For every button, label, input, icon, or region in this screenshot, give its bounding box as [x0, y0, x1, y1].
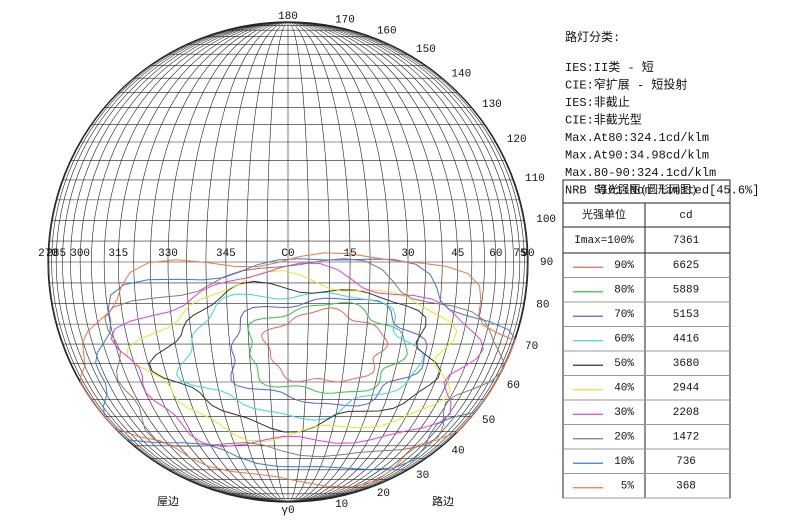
- c-label: 345: [216, 248, 236, 260]
- gamma-label: 150: [416, 44, 436, 56]
- info-line: IES:II类 - 短: [565, 60, 654, 75]
- gamma-label: 90: [540, 257, 553, 269]
- table-cell: 90%: [614, 260, 634, 272]
- c-label: 45: [451, 248, 464, 260]
- info-line: Max.At90:34.98cd/klm: [565, 149, 709, 163]
- table-cell: 60%: [614, 334, 634, 346]
- info-line: CIE:非截光型: [565, 113, 642, 128]
- c-label: 30: [401, 248, 414, 260]
- bottom-label: 屋边: [157, 495, 179, 509]
- grid: [47, 21, 529, 503]
- c-label: 285: [46, 248, 66, 260]
- isocandela-line: [80, 252, 516, 488]
- table-cell: 6625: [673, 260, 699, 272]
- gamma-label: 80: [536, 300, 549, 312]
- c-label: 60: [489, 248, 502, 260]
- info-line: Max.At80:324.1cd/klm: [565, 131, 709, 145]
- table-cell: 30%: [614, 407, 634, 419]
- table-cell: Imax=100%: [574, 235, 634, 247]
- info-line: IES:非截止: [565, 95, 630, 110]
- gamma-label: 180: [278, 11, 298, 23]
- gamma-label: 60: [507, 380, 520, 392]
- table-header: cd: [679, 210, 692, 222]
- table-cell: 1472: [673, 432, 699, 444]
- gamma-label: 50: [482, 415, 495, 427]
- grid-line: [47, 21, 529, 503]
- c-label: 330: [158, 248, 178, 260]
- c-label: C0: [281, 248, 294, 260]
- gamma-label: 70: [525, 341, 538, 353]
- gamma-label: 160: [377, 26, 397, 38]
- table-cell: 3680: [673, 358, 699, 370]
- c-label: 75: [513, 248, 526, 260]
- gamma-label: 170: [335, 15, 355, 27]
- isocandela-line: [95, 258, 516, 471]
- info-line: Max.80-90:324.1cd/klm: [565, 166, 716, 180]
- info-line: CIE:窄扩展 - 短投射: [565, 77, 687, 93]
- isocandela-line: [230, 297, 428, 407]
- table-header: 光强单位: [582, 207, 626, 222]
- c-label: 90: [521, 248, 534, 260]
- isocandela-line: [148, 280, 442, 433]
- c-label: 315: [108, 248, 128, 260]
- c-label: 270: [38, 248, 58, 260]
- gamma-label: 110: [525, 173, 545, 185]
- table-cell: 4416: [673, 334, 699, 346]
- table-cell: 20%: [614, 432, 634, 444]
- table-cell: 80%: [614, 285, 634, 297]
- isocandela-line: [104, 258, 504, 458]
- table-cell: 2944: [673, 383, 700, 395]
- gamma-label: 100: [536, 214, 556, 226]
- gamma-label: 130: [482, 99, 502, 111]
- gamma-label: 120: [507, 134, 527, 146]
- gamma-label: 40: [451, 445, 464, 457]
- c-label: 300: [70, 248, 90, 260]
- table-cell: 368: [676, 481, 696, 493]
- table-cell: 5889: [673, 285, 699, 297]
- bottom-label: 路边: [432, 495, 454, 509]
- gamma-label: 30: [416, 470, 429, 482]
- table-border: [562, 179, 731, 499]
- table-cell: 2208: [673, 407, 699, 419]
- bottom-label: γ0: [281, 505, 294, 517]
- table-title: 等光强图(圆形网图): [596, 182, 697, 197]
- isocandela-line: [261, 307, 389, 383]
- isocandela-line: [175, 291, 424, 421]
- gamma-label: 20: [377, 488, 390, 500]
- gamma-label: 140: [451, 68, 471, 80]
- table-cell: 50%: [614, 358, 634, 370]
- table-cell: 5%: [621, 481, 635, 493]
- table-cell: 40%: [614, 383, 634, 395]
- gamma-label: 10: [335, 499, 348, 511]
- table-cell: 7361: [673, 235, 700, 247]
- table-cell: 736: [676, 456, 696, 468]
- isocandela-line: [110, 262, 484, 448]
- isocandela-line: [247, 302, 408, 394]
- table-cell: 5153: [673, 309, 699, 321]
- table-cell: 10%: [614, 456, 634, 468]
- info-title: 路灯分类:: [565, 29, 620, 45]
- info-line: NRB 5101:Non limited[45.6%]: [565, 184, 759, 198]
- table-cell: 70%: [614, 309, 634, 321]
